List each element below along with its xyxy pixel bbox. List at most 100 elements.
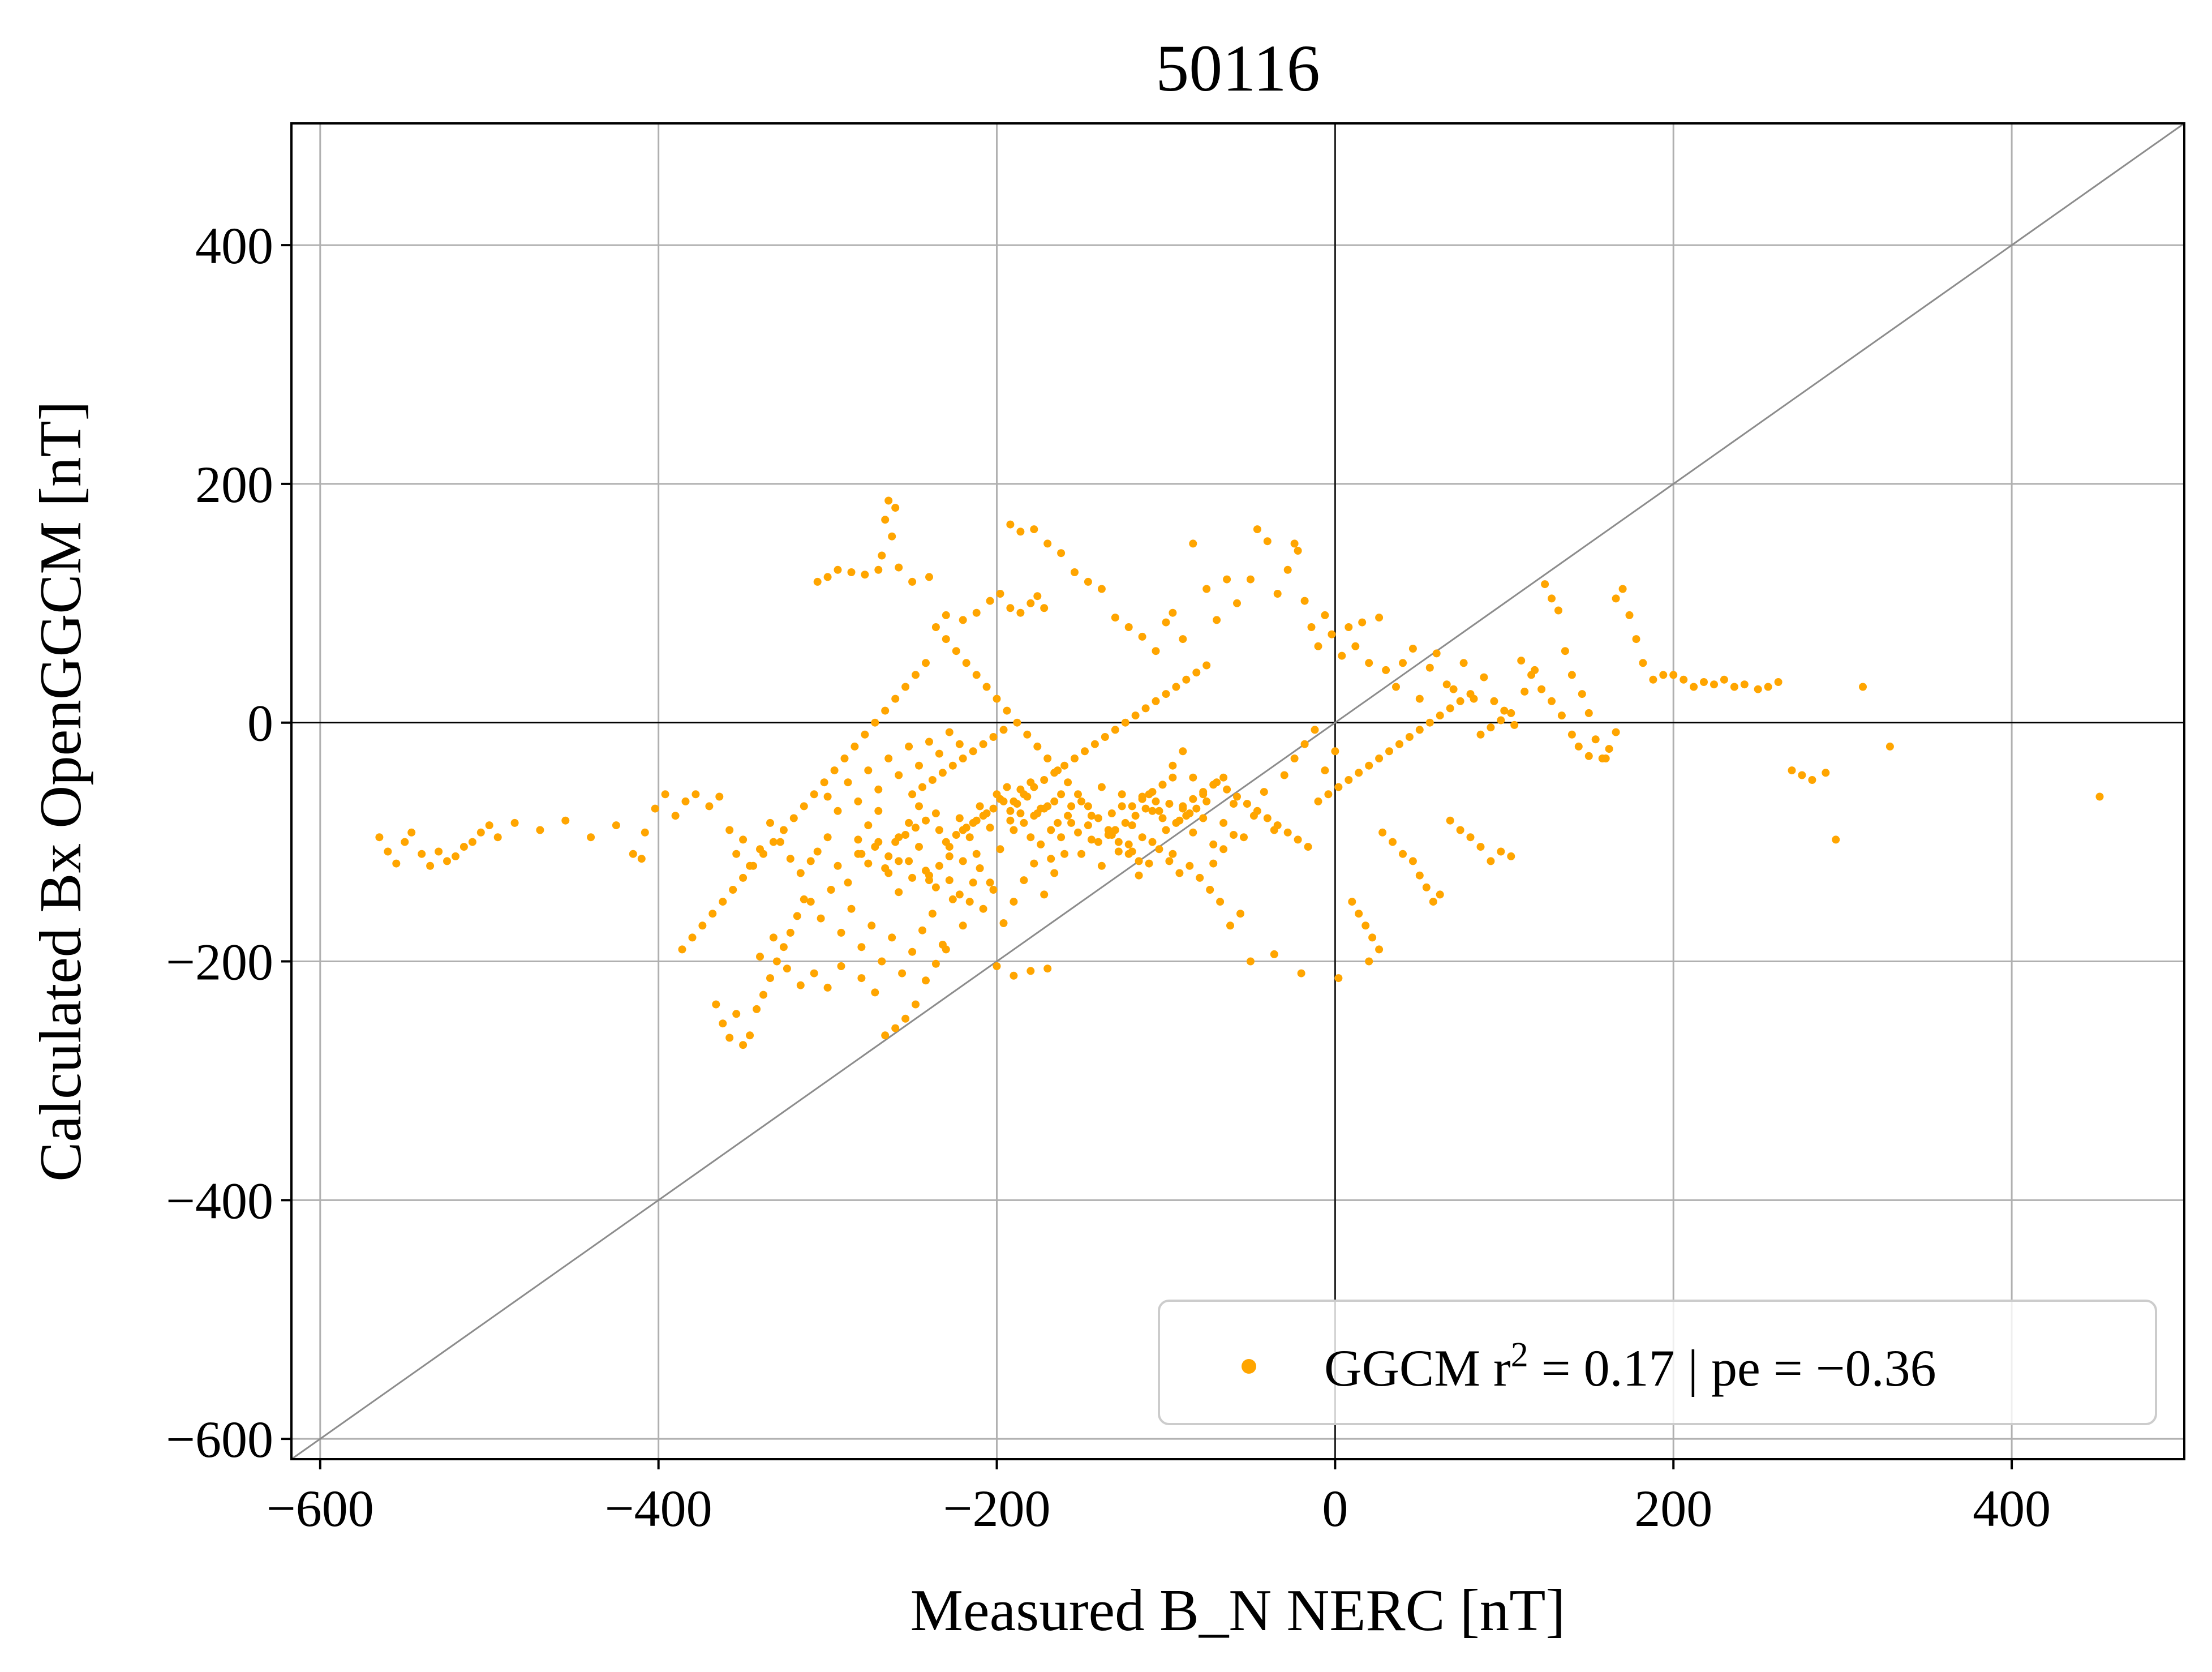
data-point (1209, 840, 1218, 848)
data-point (823, 833, 832, 842)
data-point (1321, 611, 1329, 619)
legend: GGCM r2 = 0.17 | pe = −0.36 (1158, 1300, 2157, 1425)
data-point (959, 921, 967, 930)
data-point (1006, 520, 1015, 529)
data-point (945, 728, 953, 736)
data-point (1155, 807, 1163, 815)
data-point (1399, 659, 1407, 667)
data-point (1050, 797, 1059, 805)
data-point (1040, 776, 1049, 784)
data-point (1124, 850, 1133, 858)
data-point (1429, 898, 1437, 906)
data-point (1114, 838, 1123, 846)
data-point (1040, 604, 1049, 612)
data-point (837, 928, 845, 937)
data-point (884, 496, 893, 505)
data-point (1121, 718, 1129, 727)
data-point (1199, 814, 1208, 822)
data-point (1202, 797, 1211, 805)
data-point (1223, 785, 1231, 794)
data-point (1554, 606, 1562, 615)
x-tick-label: −200 (943, 1480, 1051, 1537)
data-point (1060, 761, 1069, 770)
data-point (772, 957, 781, 966)
chart-title: 50116 (1156, 31, 1320, 105)
data-point (1449, 685, 1458, 693)
data-point (1047, 855, 1055, 863)
data-point (1131, 711, 1140, 720)
data-point (1557, 711, 1566, 720)
data-point (1124, 623, 1133, 631)
data-point (1500, 706, 1509, 715)
data-point (989, 804, 998, 813)
data-point (972, 816, 981, 825)
data-point (1016, 809, 1025, 817)
data-point (1331, 747, 1339, 756)
data-point (1118, 802, 1126, 811)
data-point (1135, 871, 1143, 880)
data-point (901, 831, 910, 839)
data-point (1060, 850, 1069, 858)
data-point (1179, 802, 1187, 811)
data-point (898, 969, 907, 978)
data-point (1145, 790, 1153, 799)
data-point (1213, 616, 1221, 624)
data-point (1040, 890, 1049, 899)
data-point (912, 1000, 920, 1009)
data-point (1422, 883, 1431, 891)
data-point (1006, 816, 1015, 825)
data-point (1114, 847, 1123, 856)
data-point (712, 1000, 720, 1009)
data-point (1152, 647, 1160, 655)
data-point (1064, 778, 1072, 787)
data-point (1578, 690, 1586, 698)
data-point (1118, 790, 1126, 799)
data-point (1378, 828, 1387, 837)
data-point (1206, 886, 1214, 894)
data-point (729, 886, 737, 894)
data-point (1351, 642, 1360, 650)
data-point (1365, 659, 1373, 667)
data-point (452, 852, 459, 860)
data-point (1680, 675, 1688, 684)
data-point (418, 850, 426, 858)
data-point (1605, 745, 1613, 753)
data-point (1094, 814, 1102, 822)
data-point (1240, 833, 1248, 842)
x-axis-title: Measured B_N NERC [nT] (910, 1577, 1566, 1643)
data-point (756, 953, 764, 961)
data-point (1324, 790, 1333, 799)
data-point (1476, 730, 1485, 739)
data-point (901, 1014, 910, 1023)
data-point (1084, 802, 1092, 811)
data-point (1135, 857, 1143, 865)
data-point (881, 1031, 890, 1040)
data-point (1023, 792, 1032, 801)
data-point (1307, 623, 1316, 631)
data-point (719, 1019, 727, 1028)
data-point (912, 824, 920, 832)
data-point (1584, 709, 1593, 717)
data-point (1047, 826, 1055, 834)
data-point (979, 740, 987, 748)
data-point (1057, 790, 1066, 799)
data-point (931, 623, 940, 631)
data-point (901, 683, 910, 691)
data-point (1165, 857, 1174, 865)
data-point (1202, 585, 1211, 593)
data-point (1097, 861, 1106, 870)
data-point (962, 824, 970, 832)
data-point (925, 876, 933, 885)
data-point (392, 859, 401, 868)
data-point (1057, 549, 1066, 558)
data-point (1456, 697, 1464, 705)
data-point (959, 616, 967, 624)
data-point (1497, 716, 1505, 724)
data-point (725, 1034, 734, 1042)
data-point (1345, 776, 1353, 784)
data-point (891, 1024, 900, 1032)
data-point (681, 797, 690, 805)
data-point (1253, 525, 1261, 534)
data-point (796, 869, 805, 877)
data-point (719, 898, 727, 906)
